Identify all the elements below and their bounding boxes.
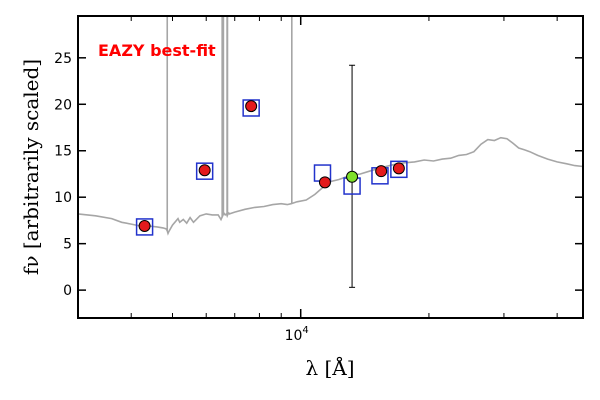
observed-photometry-point — [392, 162, 405, 175]
y-axis-label: fν [arbitrarily scaled] — [19, 59, 43, 275]
model-photometry-square — [195, 162, 214, 180]
x-tick-label: 104 — [285, 325, 309, 344]
y-tick-label: 15 — [54, 144, 72, 160]
observed-photometry-point — [375, 165, 388, 178]
sed-model-line — [77, 136, 584, 236]
y-tick-label: 0 — [63, 283, 72, 299]
observed-photometry-layer — [138, 100, 405, 233]
y-tick-label: 20 — [54, 97, 72, 113]
observed-photometry-point — [138, 220, 151, 233]
y-tick-label: 25 — [54, 51, 72, 67]
model-photometry-square — [242, 99, 260, 117]
highlighted-photometry-point — [346, 170, 359, 183]
ticks-layer: 0 5 10 15 20 25 104 — [54, 16, 583, 344]
observed-photometry-point — [245, 100, 258, 113]
model-photometry-square — [390, 160, 408, 179]
y-tick-label: 10 — [54, 190, 72, 206]
observed-photometry-point — [198, 164, 211, 177]
y-tick-label: 5 — [63, 237, 72, 253]
model-photometry-square — [135, 218, 154, 236]
sed-model-layer — [77, 16, 584, 236]
observed-photometry-point — [318, 176, 331, 189]
plot-frame — [77, 15, 584, 319]
x-axis-label: λ [Å] — [305, 355, 354, 380]
annotation-label: EAZY best-fit — [98, 41, 216, 60]
